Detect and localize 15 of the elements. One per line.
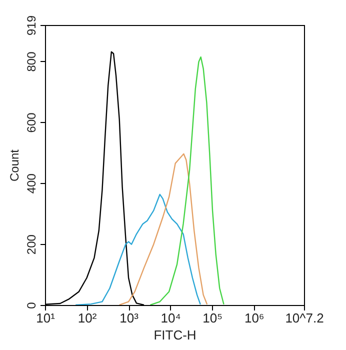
x-axis-title: FITC-H [154,328,196,342]
x-tick-label: 10³ [120,310,140,326]
y-tick-label: 200 [24,234,38,255]
x-tick-label: 10² [78,310,98,326]
y-tick-label: 800 [24,51,38,72]
y-tick-label: 600 [24,112,38,133]
x-tick-label: 10⁶ [244,310,264,326]
x-tick-label: 10⁵ [202,310,223,326]
y-tick-label: 0 [24,302,38,309]
x-tick-label: 10⁴ [160,310,181,326]
x-tick-label: 10¹ [36,310,56,326]
y-axis-title: Count [8,148,22,182]
y-tick-label: 919 [24,15,38,36]
y-tick-label: 400 [24,173,38,194]
x-tick-label: 10^7.2 [285,310,324,326]
